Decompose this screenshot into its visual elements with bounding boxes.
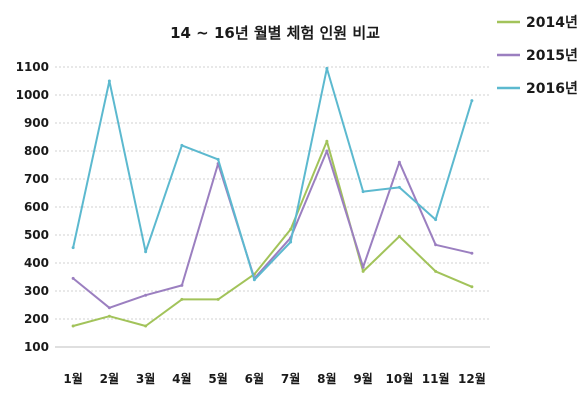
data-point: [434, 269, 438, 273]
x-tick-label: 10월: [386, 371, 414, 386]
data-point: [397, 234, 401, 238]
legend-label: 2016년: [526, 81, 578, 97]
data-point: [289, 227, 293, 231]
y-tick-label: 900: [24, 116, 49, 130]
x-tick-label: 4월: [172, 371, 191, 386]
data-point: [180, 297, 184, 301]
data-point: [325, 149, 329, 153]
y-tick-label: 800: [24, 144, 49, 158]
series-line: [72, 140, 473, 327]
x-tick-label: 12월: [458, 371, 486, 386]
legend-item: 2015년: [497, 48, 578, 64]
data-point: [144, 250, 148, 254]
data-point: [107, 79, 111, 83]
data-point: [71, 246, 75, 250]
legend-label: 2014년: [526, 15, 578, 31]
x-tick-label: 3월: [136, 371, 155, 386]
y-tick-label: 300: [24, 284, 49, 298]
x-tick-label: 7월: [281, 371, 300, 386]
data-point: [434, 243, 438, 247]
data-point: [71, 324, 75, 328]
series-2: [71, 66, 474, 282]
data-point: [470, 251, 474, 255]
series-line: [72, 67, 473, 281]
legend-item: 2014년: [497, 15, 578, 31]
data-point: [361, 269, 365, 273]
data-point: [180, 283, 184, 287]
chart-title: 14 ~ 16년 월별 체험 인원 비교: [170, 24, 380, 42]
data-point: [107, 314, 111, 318]
data-point: [107, 306, 111, 310]
data-point: [144, 293, 148, 297]
data-point: [216, 297, 220, 301]
data-point: [325, 66, 329, 70]
y-tick-label: 200: [24, 312, 49, 326]
data-point: [470, 99, 474, 103]
x-tick-label: 8월: [317, 371, 336, 386]
data-point: [252, 278, 256, 282]
x-tick-label: 2월: [100, 371, 119, 386]
x-tick-label: 6월: [245, 371, 264, 386]
y-tick-label: 700: [24, 172, 49, 186]
data-point: [361, 190, 365, 194]
data-point: [397, 185, 401, 189]
legend-label: 2015년: [526, 48, 578, 64]
data-point: [71, 276, 75, 280]
data-point: [397, 160, 401, 164]
data-point: [216, 157, 220, 161]
x-tick-label: 1월: [63, 371, 82, 386]
series-0: [71, 139, 474, 328]
data-point: [434, 218, 438, 222]
series-line: [72, 150, 473, 309]
y-tick-label: 500: [24, 228, 49, 242]
legend-item: 2016년: [497, 81, 578, 97]
data-point: [470, 285, 474, 289]
data-point: [144, 324, 148, 328]
y-tick-label: 1000: [16, 88, 49, 102]
data-point: [180, 143, 184, 147]
x-axis: 1월 2월 3월 4월 5월 6월 7월 8월 9월 10월 11월 12월: [55, 346, 490, 386]
y-tick-label: 100: [24, 340, 49, 354]
legend: 2014년 2015년 2016년: [497, 15, 578, 97]
y-tick-label: 1100: [16, 60, 49, 74]
x-tick-label: 9월: [353, 371, 372, 386]
grid: [55, 66, 490, 320]
data-point: [289, 240, 293, 244]
series-lines: [71, 66, 474, 328]
x-tick-label: 11월: [422, 371, 450, 386]
y-tick-label: 600: [24, 200, 49, 214]
data-point: [325, 139, 329, 143]
y-axis: 100 200 300 400 500 600 700 800 900 1000 1100: [16, 60, 49, 354]
y-tick-label: 400: [24, 256, 49, 270]
data-point: [361, 265, 365, 269]
x-tick-label: 5월: [208, 371, 227, 386]
series-1: [71, 149, 474, 310]
